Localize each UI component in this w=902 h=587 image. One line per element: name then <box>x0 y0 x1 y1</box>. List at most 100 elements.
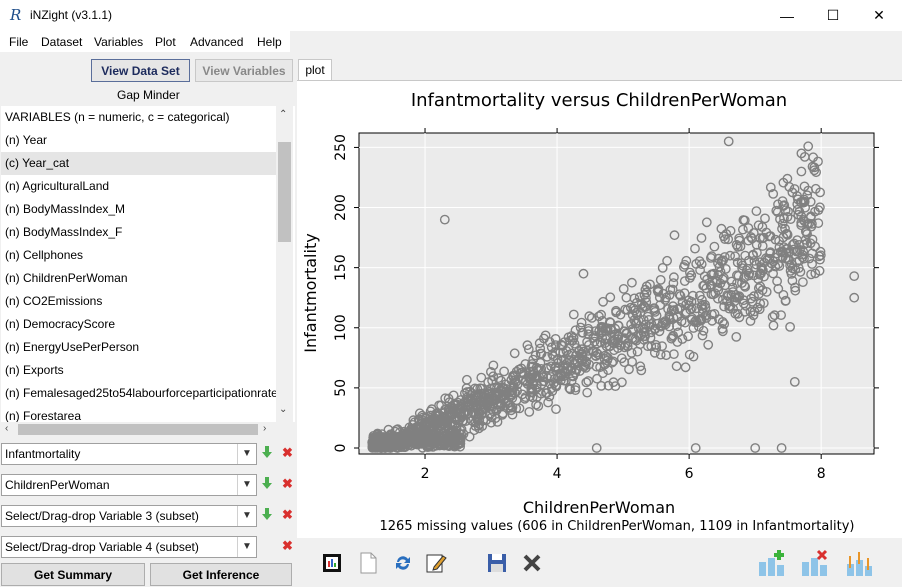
scatter-point <box>448 406 459 417</box>
swap-down-arrow-icon[interactable] <box>262 508 272 523</box>
new-plot-icon[interactable] <box>323 554 341 572</box>
scatter-point <box>577 327 588 338</box>
scatter-point <box>814 251 825 262</box>
scatter-point <box>372 437 383 448</box>
inference-plot-icon[interactable] <box>845 548 877 581</box>
scatter-point <box>796 148 807 159</box>
variable-list-item[interactable]: (n) CO2Emissions <box>5 294 103 308</box>
y-axis-label: Infantmortality <box>301 233 320 352</box>
variable-1-select[interactable]: Infantmortality ▼ <box>1 443 257 465</box>
scatter-point <box>602 355 613 366</box>
scatter-point <box>550 363 561 373</box>
variable-list-item[interactable]: (n) Cellphones <box>5 248 84 262</box>
scatter-point <box>661 292 671 303</box>
variable-list-item[interactable]: (n) EnergyUsePerPerson <box>5 340 140 354</box>
chevron-down-icon[interactable]: ▼ <box>237 537 256 557</box>
variable-list-item[interactable]: (n) Femalesaged25to54labourforceparticip… <box>5 386 276 400</box>
scroll-right-icon[interactable]: › <box>263 423 267 434</box>
scatter-point <box>790 282 800 293</box>
variable-3-select[interactable]: Select/Drag-drop Variable 3 (subset) ▼ <box>1 505 257 527</box>
maximize-button[interactable]: ☐ <box>826 7 840 23</box>
scatter-point <box>595 362 605 373</box>
scatter-point <box>644 321 654 332</box>
scatter-point <box>697 330 708 341</box>
scatter-point <box>441 418 452 429</box>
scatter-point <box>738 295 749 306</box>
tab-plot[interactable]: plot <box>298 59 332 81</box>
scrollbar-thumb[interactable] <box>278 142 291 242</box>
close-button[interactable]: ✕ <box>873 7 885 23</box>
variable-2-select[interactable]: ChildrenPerWoman ▼ <box>1 474 257 496</box>
variable-list[interactable]: VARIABLES (n = numeric, c = categorical)… <box>1 106 295 422</box>
chevron-down-icon[interactable]: ▼ <box>237 506 256 526</box>
scatter-point <box>534 338 545 349</box>
delete-icon[interactable] <box>522 553 542 576</box>
variable-list-item[interactable]: (n) Exports <box>5 363 64 377</box>
clear-variable-1-icon[interactable]: ✖ <box>282 445 293 460</box>
menu-advanced[interactable]: Advanced <box>190 35 244 49</box>
scatter-point <box>720 280 731 291</box>
view-data-set-button[interactable]: View Data Set <box>91 59 190 82</box>
scatter-point <box>796 217 807 228</box>
scatter-point <box>777 252 788 263</box>
scatter-point <box>731 239 742 250</box>
scatter-point <box>743 270 754 281</box>
swap-down-arrow-icon[interactable] <box>262 477 272 492</box>
menu-dataset[interactable]: Dataset <box>41 35 83 49</box>
scatter-point <box>620 304 631 315</box>
menu-variables[interactable]: Variables <box>94 35 144 49</box>
remove-plot-icon[interactable] <box>800 548 832 581</box>
menu-help[interactable]: Help <box>257 35 282 49</box>
swap-down-arrow-icon[interactable] <box>262 446 272 461</box>
x-tick-label: 8 <box>817 466 826 482</box>
refresh-icon[interactable] <box>393 553 413 576</box>
scatter-point <box>747 233 757 244</box>
scatter-point <box>520 392 531 402</box>
scroll-left-icon[interactable]: ‹ <box>5 423 9 434</box>
scroll-down-icon[interactable]: ⌄ <box>279 404 288 415</box>
scatter-point <box>724 303 735 314</box>
scatter-point <box>769 310 780 321</box>
save-icon[interactable] <box>487 553 507 576</box>
variable-list-item[interactable]: (n) BodyMassIndex_M <box>5 202 126 216</box>
variable-list-scrollbar[interactable]: ⌃ ⌄ <box>276 106 293 422</box>
variable-list-item[interactable]: (n) ChildrenPerWoman <box>5 271 128 285</box>
chevron-down-icon[interactable]: ▼ <box>237 475 256 495</box>
view-variables-button[interactable]: View Variables <box>195 59 293 82</box>
minimize-button[interactable]: — <box>780 7 794 24</box>
clear-variable-2-icon[interactable]: ✖ <box>282 476 293 491</box>
scatter-point <box>459 388 470 399</box>
variable-list-item[interactable]: (n) AgriculturalLand <box>5 179 110 193</box>
scatter-point <box>634 292 645 303</box>
clear-variable-3-icon[interactable]: ✖ <box>282 507 293 522</box>
hscrollbar-thumb[interactable] <box>18 424 258 435</box>
menu-file[interactable]: File <box>9 35 29 49</box>
scatter-point <box>576 317 587 328</box>
scatter-point <box>751 206 762 217</box>
scatter-point <box>790 264 801 275</box>
chevron-down-icon[interactable]: ▼ <box>237 444 256 464</box>
menu-plot[interactable]: Plot <box>155 35 176 49</box>
scatter-point <box>715 278 726 289</box>
variable-list-item[interactable]: (n) BodyMassIndex_F <box>5 225 123 239</box>
variable-list-item[interactable]: (n) DemocracyScore <box>5 317 116 331</box>
blank-page-icon[interactable] <box>359 552 377 577</box>
get-inference-button[interactable]: Get Inference <box>150 563 292 586</box>
add-plot-icon[interactable] <box>757 548 789 581</box>
scroll-up-icon[interactable]: ⌃ <box>279 109 288 120</box>
scatter-point <box>641 287 652 298</box>
scatter-point <box>430 419 441 430</box>
scatter-point <box>592 373 602 384</box>
scatter-point <box>674 289 685 300</box>
variable-list-item[interactable]: (n) Year <box>5 133 48 147</box>
variable-4-select[interactable]: Select/Drag-drop Variable 4 (subset) ▼ <box>1 536 257 558</box>
scatter-point <box>556 339 567 350</box>
scatter-point <box>510 370 521 381</box>
variable-list-item[interactable]: (c) Year_cat <box>1 152 276 175</box>
scatter-point <box>748 310 759 321</box>
get-summary-button[interactable]: Get Summary <box>1 563 145 586</box>
variable-list-item[interactable]: (n) Forestarea <box>5 409 82 422</box>
variable-list-hscrollbar[interactable]: ‹ › <box>1 422 276 437</box>
edit-icon[interactable] <box>426 552 448 577</box>
clear-variable-4-icon[interactable]: ✖ <box>282 538 293 553</box>
